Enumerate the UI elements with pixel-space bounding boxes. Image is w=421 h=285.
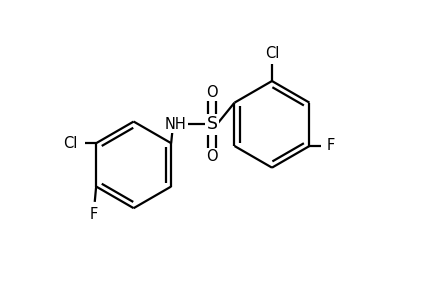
Text: O: O <box>206 149 218 164</box>
Text: Cl: Cl <box>64 136 78 151</box>
Text: S: S <box>206 115 217 133</box>
Text: O: O <box>206 85 218 100</box>
Text: F: F <box>89 207 98 223</box>
Text: F: F <box>327 139 335 154</box>
Text: Cl: Cl <box>265 46 279 62</box>
Text: NH: NH <box>165 117 187 132</box>
